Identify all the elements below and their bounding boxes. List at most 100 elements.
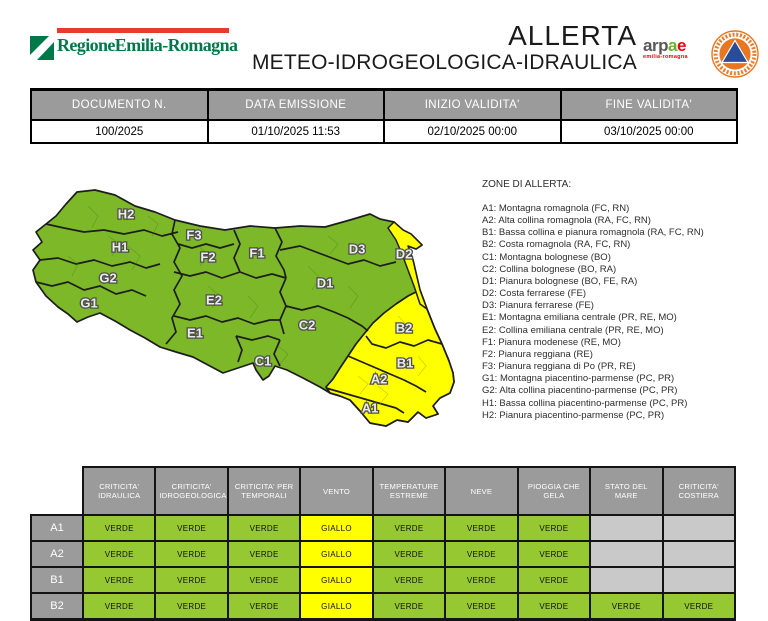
map-zone-label-C2: C2: [299, 318, 316, 333]
status-col-header: TEMPERATURE ESTREME: [371, 466, 447, 516]
status-row: B2 VERDE VERDE VERDE GIALLO VERDE VERDE VERDE VE…: [30, 592, 736, 620]
status-col-header: CRITICITA' COSTIERA: [661, 466, 736, 516]
status-cell: VERDE: [81, 540, 157, 568]
zone-borders: [35, 219, 443, 414]
protezione-civile-logo: [711, 30, 759, 78]
status-cell: GIALLO: [299, 566, 374, 594]
page-title: ALLERTA: [508, 20, 637, 51]
status-cell: VERDE: [226, 514, 302, 542]
doc-col-value: 01/10/2025 11:53: [206, 119, 385, 144]
document-info-value-row: 100/2025 01/10/2025 11:53 02/10/2025 00:00…: [30, 119, 738, 144]
arpae-letter: a: [643, 36, 652, 55]
status-cell: VERDE: [371, 540, 447, 568]
zone-legend-title: ZONE DI ALLERTA:: [482, 179, 572, 190]
zone-legend-item: B2: Costa romagnola (RA, FC, RN): [482, 239, 631, 251]
status-cell: VERDE: [371, 566, 447, 594]
status-cell: VERDE: [516, 514, 592, 542]
map-zone-label-D1: D1: [317, 276, 334, 291]
status-cell: GIALLO: [299, 592, 374, 620]
map-zone-label-F3: F3: [186, 228, 201, 243]
status-cell: VERDE: [226, 592, 302, 620]
arpae-sub-text: emilia-romagna: [643, 54, 688, 60]
status-col-header: STATO DEL MARE: [589, 466, 664, 516]
zone-legend-item: F2: Pianura reggiana (RE): [482, 348, 593, 360]
arpae-letter: p: [658, 36, 668, 55]
status-cell: VERDE: [516, 540, 592, 568]
status-row: B1 VERDE VERDE VERDE GIALLO VERDE VERDE VERDE: [30, 566, 736, 594]
doc-col-value: 03/10/2025 00:00: [559, 119, 738, 144]
map-zone-label-A1: A1: [362, 401, 379, 416]
zone-legend-list: A1: Montagna romagnola (FC, RN) A2: Alta …: [482, 203, 767, 422]
map-zone-label-H2: H2: [118, 207, 135, 222]
alert-status-table: CRITICITA' IDRAULICA CRITICITA' IDROGEOLO…: [30, 466, 736, 620]
arpae-logo: arpae emilia-romagna: [643, 36, 701, 60]
map-zone-label-G1: G1: [80, 296, 97, 311]
status-row: A1 VERDE VERDE VERDE GIALLO VERDE VERDE VERDE: [30, 514, 736, 542]
status-col-header: CRITICITA' IDROGEOLOGICA: [154, 466, 229, 516]
status-cell: VERDE: [371, 514, 447, 542]
status-row-zone-label: A2: [30, 540, 84, 568]
arpae-letter: r: [651, 36, 659, 55]
document-title-block: ALLERTA METEO-IDROGEOLOGICA-IDRAULICA: [252, 21, 637, 75]
status-cell: VERDE: [516, 592, 592, 620]
status-cell: VERDE: [154, 514, 229, 542]
municipal-borders-texture: [67, 205, 359, 365]
status-col-header: CRITICITA' IDRAULICA: [81, 466, 157, 516]
map-zone-label-G2: G2: [99, 271, 116, 286]
status-table-header-row: CRITICITA' IDRAULICA CRITICITA' IDROGEOLO…: [31, 466, 736, 516]
status-cell: VERDE: [226, 540, 302, 568]
status-col-header: NEVE: [444, 466, 519, 516]
zone-legend-item: D3: Pianura ferrarese (FE): [482, 300, 594, 312]
status-cell: VERDE: [81, 566, 157, 594]
zone-legend-item: E2: Collina emiliana centrale (PR, RE, M…: [482, 324, 664, 336]
zone-legend-item: C2: Collina bolognese (BO, RA): [482, 263, 617, 275]
status-cell: [589, 514, 664, 542]
status-cell: VERDE: [516, 566, 592, 594]
status-cell: VERDE: [444, 540, 519, 568]
doc-col-header: DOCUMENTO N.: [30, 88, 209, 121]
arpae-letter: a: [667, 36, 677, 55]
status-cell: VERDE: [81, 592, 157, 620]
status-table-corner-cell: [31, 467, 83, 515]
status-cell: [589, 566, 664, 594]
map-zone-label-A2: A2: [371, 372, 388, 387]
zone-legend-item: B1: Bassa collina e pianura romagnola (R…: [482, 227, 704, 239]
region-logo-icon: [30, 36, 54, 60]
status-cell: VERDE: [154, 566, 229, 594]
status-col-header: CRITICITA' PER TEMPORALI: [226, 466, 302, 516]
zone-legend-item: C1: Montagna bolognese (BO): [482, 251, 611, 263]
zone-legend-item: F3: Pianura reggiana di Po (PR, RE): [482, 361, 636, 373]
municipal-borders-texture-yellow: [357, 315, 427, 405]
doc-col-header: DATA EMISSIONE: [206, 88, 385, 121]
status-cell: VERDE: [81, 514, 157, 542]
doc-col-header: FINE VALIDITA': [559, 88, 738, 121]
zone-legend-item: D2: Costa ferrarese (FE): [482, 288, 586, 300]
zone-legend-item: E1: Montagna emiliana centrale (PR, RE, …: [482, 312, 677, 324]
arpae-wordmark: arpae: [643, 36, 701, 55]
status-cell: VERDE: [661, 592, 736, 620]
alert-zones-map: H2 H1 G2 G1 F3 F2 F1 E2 E1 D3 D2 D1 C2 C1 B2 B1 A2 A1: [28, 186, 473, 444]
map-zone-label-F1: F1: [249, 246, 264, 261]
status-cell: GIALLO: [299, 540, 374, 568]
status-col-header: VENTO: [299, 466, 374, 516]
region-logo-text: RegioneEmilia-Romagna: [57, 35, 238, 55]
status-row-zone-label: A1: [30, 514, 84, 542]
map-zone-label-H1: H1: [112, 240, 129, 255]
zone-legend-item: A2: Alta collina romagnola (RA, FC, RN): [482, 215, 651, 227]
status-row-zone-label: B2: [30, 592, 84, 620]
zone-legend-item: H2: Pianura piacentino-parmense (PC, PR): [482, 409, 665, 421]
doc-col-value: 100/2025: [30, 119, 209, 144]
doc-col-value: 02/10/2025 00:00: [383, 119, 562, 144]
map-zone-label-F2: F2: [200, 250, 215, 265]
map-zone-label-E1: E1: [187, 326, 203, 341]
document-info-table: DOCUMENTO N. DATA EMISSIONE INIZIO VALIDIT…: [30, 88, 738, 144]
zone-legend-item: H1: Bassa collina piacentino-parmense (P…: [482, 397, 688, 409]
region-logo: RegioneEmilia-Romagna: [30, 28, 238, 60]
status-cell: VERDE: [444, 592, 519, 620]
status-row: A2 VERDE VERDE VERDE GIALLO VERDE VERDE VERDE: [30, 540, 736, 568]
map-zone-label-B2: B2: [396, 321, 413, 336]
status-cell: VERDE: [226, 566, 302, 594]
status-cell: [589, 540, 664, 568]
